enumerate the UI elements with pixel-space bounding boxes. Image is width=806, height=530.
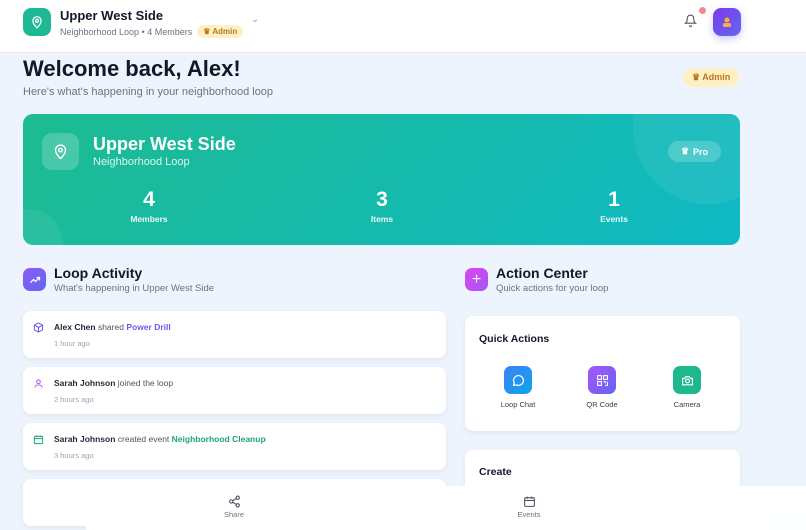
hero-icon — [42, 133, 79, 170]
activity-item[interactable]: Alex Chen shared Power Drill 1 hour ago — [23, 311, 446, 358]
activity-text: Sarah Johnson joined the loop — [54, 378, 173, 388]
nav-events[interactable]: Events — [504, 495, 554, 519]
quick-action-label: QR Code — [586, 400, 618, 409]
activity-subtitle: What's happening in Upper West Side — [54, 283, 215, 294]
pro-badge[interactable]: ♛ Pro — [668, 141, 721, 162]
activity-time: 3 hours ago — [54, 451, 94, 460]
admin-badge-label: Admin — [212, 27, 238, 36]
action-center-title: Action Center — [496, 265, 588, 281]
quick-action-label: Loop Chat — [500, 400, 536, 409]
nav-label: Share — [223, 510, 244, 519]
top-header: Upper West Side Neighborhood Loop • 4 Me… — [0, 0, 806, 53]
activity-title: Loop Activity — [54, 265, 143, 281]
camera-icon — [673, 366, 701, 394]
nav-label: Events — [517, 510, 541, 519]
admin-badge: ♛ Admin — [197, 25, 244, 38]
chat-icon — [504, 366, 532, 394]
loop-name[interactable]: Upper West Side — [60, 8, 164, 23]
pro-label: Pro — [693, 146, 709, 157]
activity-action: joined the loop — [117, 378, 174, 388]
admin-badge-large-label: Admin — [702, 72, 731, 82]
loop-logo — [23, 8, 51, 36]
crown-icon: ♛ — [680, 146, 690, 156]
welcome-subtitle: Here's what's happening in your neighbor… — [23, 86, 274, 98]
activity-text: Alex Chen shared Power Drill — [54, 322, 171, 332]
activity-action: shared — [97, 322, 124, 332]
stat-value: 3 — [376, 188, 388, 211]
quick-action-label: Camera — [673, 400, 701, 409]
trending-icon — [23, 268, 46, 291]
plus-icon: + — [465, 268, 488, 291]
activity-time: 2 hours ago — [54, 395, 94, 404]
stat-label: Members — [130, 214, 168, 224]
activity-text: Sarah Johnson created event Neighborhood… — [54, 434, 266, 444]
user-avatar[interactable] — [713, 8, 741, 36]
user-icon — [723, 17, 731, 27]
loop-hero-card: Upper West Side Neighborhood Loop ♛ Pro 4… — [23, 114, 740, 245]
action-center-subtitle: Quick actions for your loop — [496, 283, 609, 294]
activity-actor: Sarah Johnson — [54, 378, 116, 388]
activity-target-link[interactable]: Power Drill — [126, 322, 171, 332]
bell-icon[interactable] — [684, 14, 697, 27]
stat-label: Items — [370, 214, 394, 224]
action-center-header: + Action Center Quick actions for your lo… — [465, 265, 608, 294]
decor-circle — [23, 209, 63, 245]
create-title: Create — [479, 466, 512, 478]
map-pin-icon — [32, 16, 42, 29]
stat-members: 4 Members — [89, 188, 209, 224]
box-icon — [33, 322, 44, 333]
activity-actor: Alex Chen — [54, 322, 96, 332]
camera-button[interactable]: Camera — [652, 366, 722, 409]
quick-actions-card: Quick Actions Loop Chat QR Code Camera — [465, 316, 740, 431]
hero-loop-name: Upper West Side — [93, 134, 236, 154]
activity-item[interactable]: Sarah Johnson created event Neighborhood… — [23, 423, 446, 470]
chevron-down-icon[interactable]: ⌄ — [251, 14, 260, 25]
activity-item[interactable]: Sarah Johnson joined the loop 2 hours ag… — [23, 367, 446, 414]
hero-loop-type: Neighborhood Loop — [93, 156, 190, 168]
qr-code-icon — [588, 366, 616, 394]
calendar-icon — [523, 496, 535, 507]
map-pin-icon — [54, 144, 67, 160]
loop-subtitle: Neighborhood Loop • 4 Members ♛ Admin — [60, 25, 244, 38]
share-icon — [228, 495, 240, 508]
stat-value: 1 — [608, 188, 620, 211]
welcome-title: Welcome back, Alex! — [23, 56, 241, 81]
bottom-nav: Share Events — [86, 486, 806, 530]
user-icon — [34, 379, 43, 388]
nav-share[interactable]: Share — [209, 495, 259, 519]
stat-events: 1 Events — [554, 188, 674, 224]
stat-label: Events — [600, 214, 628, 224]
calendar-icon — [33, 435, 44, 445]
activity-header: Loop Activity What's happening in Upper W… — [23, 265, 214, 294]
qr-code-button[interactable]: QR Code — [567, 366, 637, 409]
activity-action: created event — [117, 434, 170, 444]
activity-actor: Sarah Johnson — [54, 434, 116, 444]
activity-time: 1 hour ago — [54, 339, 90, 348]
loop-chat-button[interactable]: Loop Chat — [483, 366, 553, 409]
stat-value: 4 — [143, 188, 155, 211]
quick-actions-title: Quick Actions — [479, 333, 550, 345]
admin-badge-large: ♛ Admin — [683, 68, 740, 87]
stat-items: 3 Items — [322, 188, 442, 224]
activity-target-link[interactable]: Neighborhood Cleanup — [171, 434, 266, 444]
loop-meta: Neighborhood Loop • 4 Members — [60, 26, 193, 37]
notification-dot — [699, 7, 706, 14]
